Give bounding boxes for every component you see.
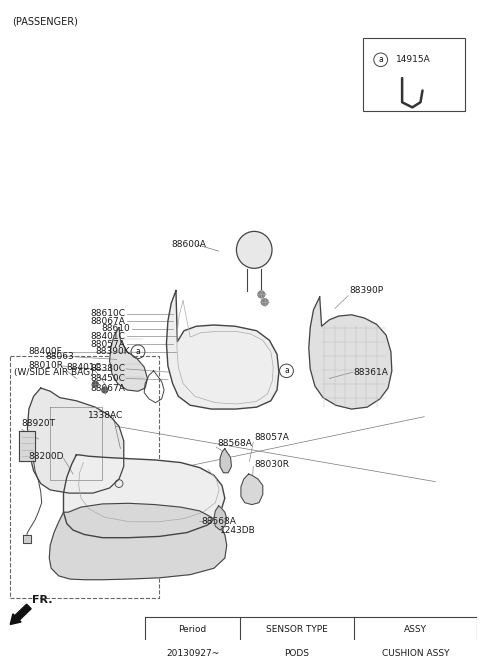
Text: 88057A: 88057A: [90, 340, 125, 349]
Polygon shape: [309, 297, 392, 409]
Text: 88010R: 88010R: [29, 361, 64, 370]
Text: 14915A: 14915A: [396, 55, 431, 64]
Text: Period: Period: [179, 625, 207, 634]
Text: 88030R: 88030R: [254, 460, 289, 469]
Text: 88380C: 88380C: [90, 365, 125, 374]
Text: 88450C: 88450C: [90, 374, 125, 383]
Polygon shape: [214, 506, 227, 530]
FancyArrow shape: [10, 604, 31, 624]
Circle shape: [102, 387, 108, 393]
Text: a: a: [284, 367, 289, 375]
Text: SENSOR TYPE: SENSOR TYPE: [266, 625, 328, 634]
Text: a: a: [136, 347, 140, 356]
Text: (PASSENGER): (PASSENGER): [12, 17, 78, 27]
Text: (W/SIDE AIR BAG): (W/SIDE AIR BAG): [14, 368, 94, 377]
Text: 88390P: 88390P: [349, 286, 383, 295]
Polygon shape: [63, 455, 225, 538]
Text: 88401C: 88401C: [90, 332, 125, 341]
Text: 88057A: 88057A: [254, 432, 289, 442]
Polygon shape: [109, 328, 147, 392]
Text: 88568A: 88568A: [201, 517, 236, 526]
Bar: [363, 38, 466, 111]
Circle shape: [92, 382, 98, 387]
Text: 88400F: 88400F: [29, 347, 62, 356]
Text: 88067A: 88067A: [90, 316, 125, 326]
Text: 88920T: 88920T: [22, 418, 56, 428]
Circle shape: [261, 299, 268, 305]
Text: 88200D: 88200D: [29, 451, 64, 461]
Text: 88610: 88610: [101, 324, 130, 334]
Text: 88600A: 88600A: [171, 240, 206, 249]
Text: 88361A: 88361A: [354, 368, 389, 376]
Text: 20130927~: 20130927~: [166, 649, 219, 658]
Text: 88390K: 88390K: [96, 347, 130, 356]
Text: 88063: 88063: [46, 351, 74, 361]
Ellipse shape: [237, 232, 272, 268]
Text: 88401C: 88401C: [66, 363, 101, 372]
Text: a: a: [378, 55, 383, 64]
Polygon shape: [27, 388, 124, 493]
Polygon shape: [241, 474, 263, 505]
Text: 88067A: 88067A: [90, 384, 125, 393]
Text: ASSY: ASSY: [404, 625, 427, 634]
Text: FR.: FR.: [32, 595, 53, 605]
Polygon shape: [220, 449, 231, 472]
Polygon shape: [49, 503, 227, 580]
Text: 1243DB: 1243DB: [220, 526, 256, 534]
Circle shape: [258, 291, 265, 298]
Text: CUSHION ASSY: CUSHION ASSY: [382, 649, 449, 658]
Bar: [10, 356, 159, 598]
Text: 1338AC: 1338AC: [88, 411, 123, 420]
Polygon shape: [23, 534, 31, 543]
Text: PODS: PODS: [285, 649, 310, 658]
Text: 88568A: 88568A: [217, 439, 252, 448]
Text: 88610C: 88610C: [90, 309, 125, 318]
Polygon shape: [19, 431, 35, 461]
Polygon shape: [167, 291, 279, 409]
